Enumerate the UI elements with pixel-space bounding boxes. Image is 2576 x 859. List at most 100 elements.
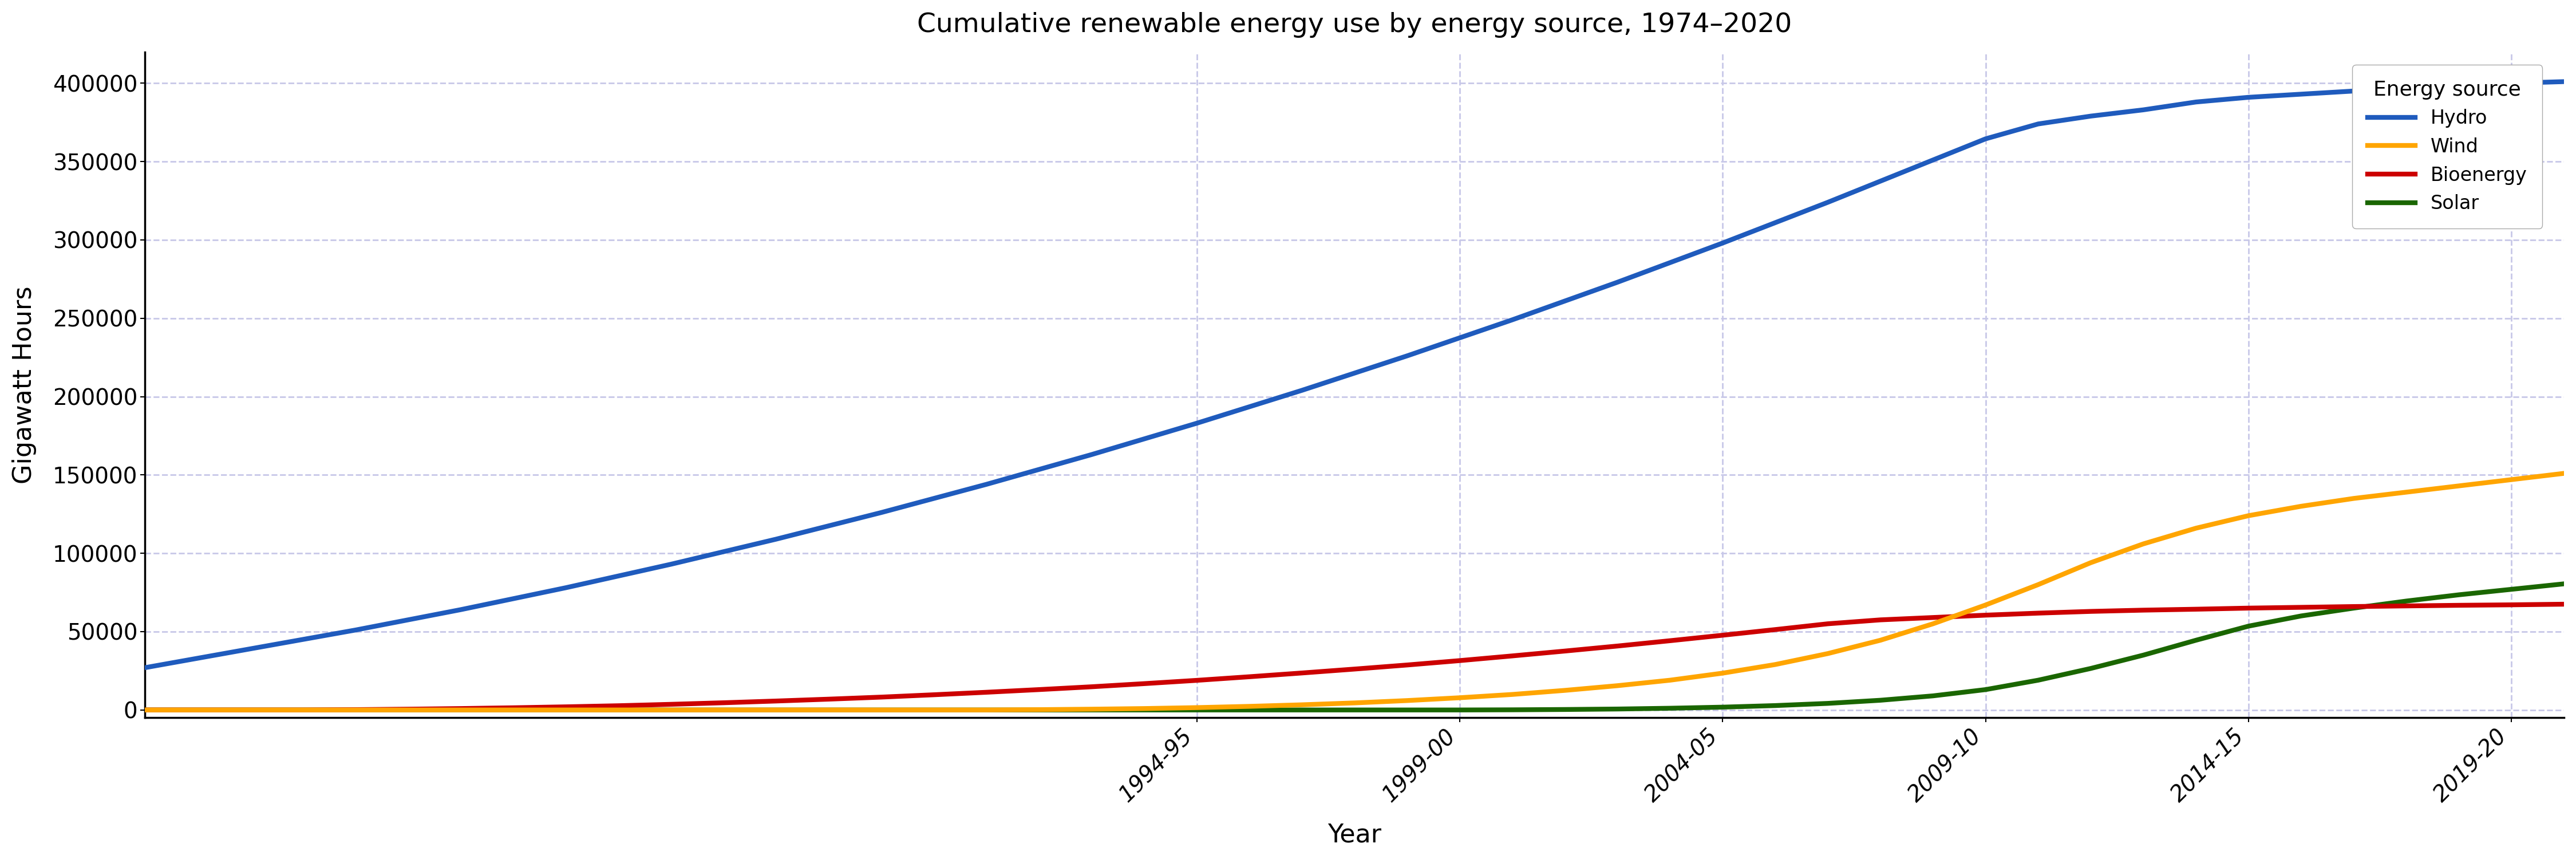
Bioenergy	[129, 704, 160, 715]
Wind	[1551, 685, 1582, 696]
Bioenergy	[708, 698, 739, 708]
Hydro	[1708, 238, 1739, 248]
Bioenergy	[446, 704, 477, 714]
Wind	[1077, 704, 1108, 715]
Bioenergy	[1182, 675, 1213, 685]
Solar	[1654, 703, 1685, 713]
Bioenergy	[2285, 602, 2316, 612]
Bioenergy	[760, 696, 791, 706]
Solar	[1551, 704, 1582, 715]
Hydro	[1551, 295, 1582, 306]
Bioenergy	[1551, 646, 1582, 656]
Hydro	[1340, 368, 1370, 378]
Hydro	[1234, 402, 1265, 412]
Solar	[1445, 704, 1476, 715]
Solar	[2233, 621, 2264, 631]
Line: Hydro: Hydro	[144, 82, 2563, 667]
Bioenergy	[654, 699, 685, 710]
Solar	[1182, 704, 1213, 715]
Hydro	[1865, 176, 1896, 186]
Y-axis label: Gigawatt Hours: Gigawatt Hours	[13, 286, 36, 484]
Wind	[1285, 699, 1316, 710]
Solar	[2496, 584, 2527, 594]
Hydro	[497, 594, 528, 604]
Bioenergy	[551, 702, 582, 712]
Hydro	[920, 493, 951, 503]
Hydro	[289, 634, 319, 644]
Solar	[1391, 704, 1422, 715]
Hydro	[2445, 80, 2476, 90]
Bioenergy	[2022, 608, 2053, 618]
Hydro	[2022, 119, 2053, 129]
Bioenergy	[2391, 600, 2421, 611]
Hydro	[340, 624, 371, 635]
Bioenergy	[2445, 600, 2476, 611]
Bioenergy	[1234, 672, 1265, 682]
Solar	[183, 704, 214, 715]
Bioenergy	[866, 692, 896, 703]
Title: Cumulative renewable energy use by energy source, 1974–2020: Cumulative renewable energy use by energ…	[917, 12, 1793, 38]
Bioenergy	[1708, 630, 1739, 640]
Solar	[234, 704, 265, 715]
Solar	[708, 704, 739, 715]
Bioenergy	[920, 690, 951, 700]
Hydro	[1128, 434, 1159, 444]
Solar	[2128, 650, 2159, 661]
Bioenergy	[603, 701, 634, 711]
Solar	[2076, 663, 2107, 673]
Wind	[1391, 696, 1422, 706]
Solar	[2445, 589, 2476, 600]
Hydro	[1182, 418, 1213, 429]
Wind	[446, 704, 477, 715]
Solar	[446, 704, 477, 715]
Hydro	[603, 571, 634, 582]
Wind	[1128, 704, 1159, 714]
X-axis label: Year: Year	[1327, 822, 1381, 847]
Solar	[920, 704, 951, 715]
Wind	[2496, 474, 2527, 484]
Bioenergy	[1023, 685, 1054, 695]
Bioenergy	[2339, 601, 2370, 612]
Solar	[760, 704, 791, 715]
Hydro	[129, 662, 160, 673]
Wind	[1182, 703, 1213, 713]
Solar	[2179, 635, 2210, 645]
Wind	[2445, 481, 2476, 491]
Hydro	[971, 479, 1002, 490]
Hydro	[1917, 155, 1947, 165]
Bioenergy	[2128, 605, 2159, 615]
Wind	[971, 704, 1002, 715]
Hydro	[2076, 111, 2107, 121]
Solar	[971, 704, 1002, 715]
Hydro	[183, 653, 214, 663]
Solar	[1234, 704, 1265, 715]
Hydro	[760, 534, 791, 545]
Solar	[289, 704, 319, 715]
Wind	[2128, 539, 2159, 549]
Solar	[1602, 704, 1633, 714]
Hydro	[1285, 385, 1316, 395]
Hydro	[1077, 449, 1108, 460]
Solar	[392, 704, 422, 715]
Solar	[2285, 611, 2316, 621]
Wind	[129, 704, 160, 715]
Bioenergy	[2548, 599, 2576, 609]
Solar	[1023, 704, 1054, 715]
Bioenergy	[2179, 604, 2210, 614]
Solar	[814, 704, 845, 715]
Hydro	[2285, 89, 2316, 100]
Bioenergy	[1654, 636, 1685, 646]
Hydro	[1391, 350, 1422, 361]
Wind	[1971, 600, 2002, 610]
Hydro	[234, 643, 265, 654]
Wind	[1708, 668, 1739, 679]
Bioenergy	[1971, 610, 2002, 620]
Solar	[1128, 704, 1159, 715]
Hydro	[708, 546, 739, 557]
Wind	[2179, 523, 2210, 533]
Wind	[2233, 510, 2264, 521]
Bioenergy	[234, 704, 265, 715]
Wind	[551, 704, 582, 715]
Wind	[2022, 580, 2053, 590]
Hydro	[2128, 105, 2159, 115]
